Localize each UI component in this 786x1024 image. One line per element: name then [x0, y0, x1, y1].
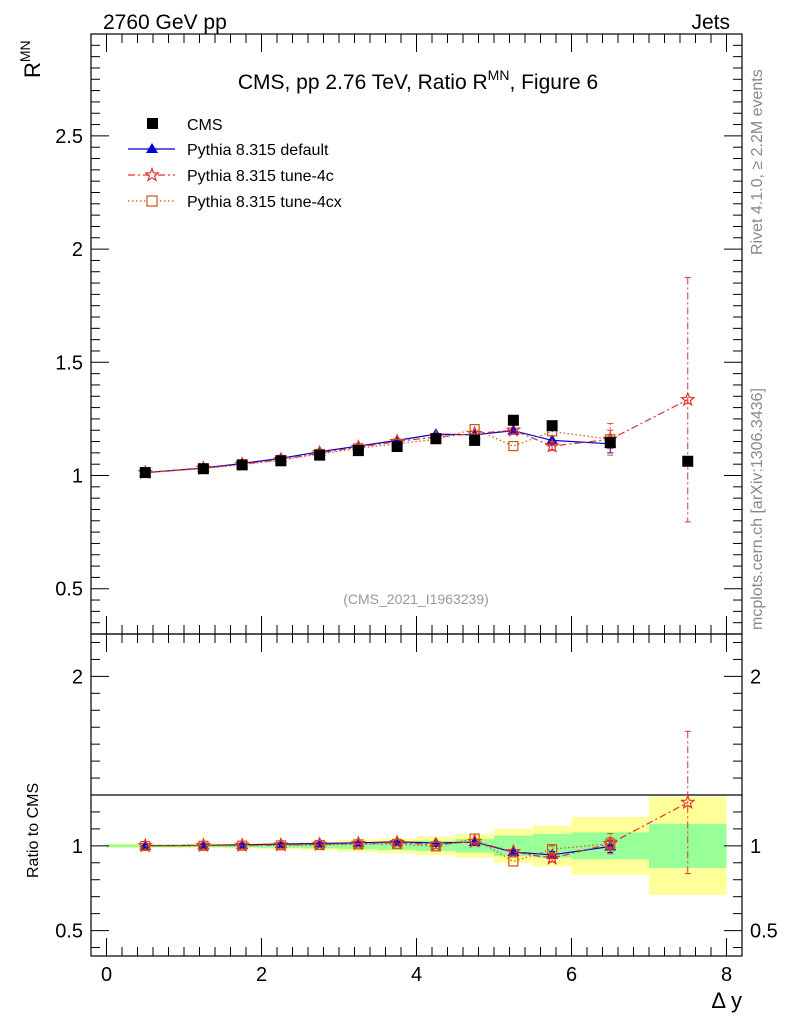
ratio-point-tune4cx: [353, 839, 364, 850]
ratio-y-tick-label-right: 0.5: [750, 921, 778, 943]
ratio-point-tune4c: [680, 794, 696, 810]
ratio-y-tick-label: 1: [72, 836, 83, 858]
main-y-tick-label: 0.5: [55, 579, 83, 601]
x-axis-label: Δ y: [711, 988, 742, 1013]
x-tick-label: 2: [256, 964, 267, 986]
ratio-line-tune4cx: [145, 837, 611, 863]
x-tick-labels: 0 2 4 6 8: [101, 964, 732, 986]
main-y-tick-label: 1.5: [55, 352, 83, 374]
main-point-cms: [507, 414, 519, 426]
main-point-tune4c: [544, 437, 560, 453]
source-label: mcplots.cern.ch [arXiv:1306.3436]: [749, 388, 766, 630]
legend-marker-tune4cx: [146, 195, 158, 207]
ratio-band-inner: [649, 823, 727, 868]
main-point-cms: [604, 437, 616, 449]
x-tick-label: 6: [566, 964, 577, 986]
x-tick-label: 0: [101, 964, 112, 986]
ratio-y-tick-labels: 0.5 0.5 1 1 2 2: [55, 666, 778, 942]
legend-label-cms: CMS: [187, 117, 223, 134]
ratio-point-tune4cx: [547, 844, 558, 855]
main-point-tune4c: [680, 391, 696, 407]
main-point-cms: [236, 459, 248, 471]
legend-entry-tune4c: Pythia 8.315 tune-4c: [128, 166, 334, 185]
main-title: CMS, pp 2.76 TeV, Ratio RMN, Figure 6: [238, 67, 598, 94]
main-panel: CMS, pp 2.76 TeV, Ratio RMN, Figure 6 (C…: [17, 33, 743, 635]
ratio-point-tune4cx: [140, 840, 151, 852]
ratio-point-tune4cx: [314, 839, 325, 851]
main-point-cms: [197, 463, 209, 475]
ratio-panel: 0.5 0.5 1 1 2 2 0 2 4 6 8 Ratio to CMS Δ y: [25, 633, 778, 1013]
legend: CMS Pythia 8.315 default Pythia 8.315 tu…: [128, 117, 342, 211]
main-point-cms: [391, 441, 403, 453]
main-point-cms: [430, 433, 442, 445]
legend-entry-default: Pythia 8.315 default: [128, 142, 329, 159]
ratio-y-tick-label: 0.5: [55, 921, 83, 943]
ratio-y-tick-label-right: 2: [750, 666, 761, 688]
ratio-data: [137, 730, 696, 875]
main-point-cms: [139, 467, 151, 479]
main-point-cms: [275, 455, 287, 467]
main-watermark: (CMS_2021_I1963239): [343, 591, 489, 607]
ratio-point-tune4c: [505, 843, 522, 859]
legend-entry-tune4cx: Pythia 8.315 tune-4cx: [128, 194, 342, 211]
main-point-cms: [546, 420, 558, 432]
ratio-point-tune4c: [544, 850, 560, 865]
energy-label: 2760 GeV pp: [103, 11, 227, 34]
rivet-label: Rivet 4.1.0, ≥ 2.2M events: [749, 69, 766, 255]
main-point-tune4cx: [469, 423, 480, 435]
main-y-tick-label: 2.5: [55, 126, 83, 148]
category-label: Jets: [691, 11, 730, 34]
ratio-point-tune4cx: [508, 856, 519, 867]
legend-label-tune4cx: Pythia 8.315 tune-4cx: [187, 194, 342, 211]
ratio-point-tune4cx: [469, 833, 480, 844]
legend-marker-cms: [147, 118, 158, 129]
main-y-tick-labels: 0.5 1 1.5 2 2.5: [55, 126, 83, 601]
ratio-y-tick-label-right: 1: [750, 836, 761, 858]
main-y-tick-label: 2: [72, 239, 83, 261]
ratio-frame: [90, 633, 743, 957]
legend-label-default: Pythia 8.315 default: [187, 142, 329, 159]
legend-marker-tune4c: [144, 166, 160, 182]
x-tick-label: 4: [411, 964, 422, 986]
main-point-tune4c: [505, 422, 522, 437]
ratio-y-axis-label: Ratio to CMS: [25, 783, 42, 878]
ratio-y-tick-label: 2: [72, 666, 83, 688]
main-point-cms: [314, 449, 326, 461]
ratio-point-tune4cx: [605, 838, 616, 849]
main-data: [137, 276, 696, 523]
main-point-cms: [352, 445, 364, 457]
ratio-point-tune4cx: [237, 840, 248, 851]
main-ticks: [91, 33, 742, 635]
main-point-tune4cx: [508, 440, 519, 452]
main-line-tune4c: [145, 399, 689, 474]
main-point-cms: [682, 455, 694, 467]
ratio-point-tune4cx: [198, 840, 209, 851]
main-line-default: [145, 430, 611, 474]
ratio-point-tune4cx: [430, 841, 441, 852]
x-tick-label: 8: [721, 964, 732, 986]
main-point-cms: [469, 434, 481, 446]
ratio-point-tune4cx: [392, 838, 403, 850]
main-y-axis-label: RMN: [17, 40, 45, 78]
legend-marker-default: [146, 143, 158, 153]
ratio-point-tune4cx: [275, 840, 286, 851]
main-y-tick-label: 1: [72, 466, 83, 488]
legend-label-tune4c: Pythia 8.315 tune-4c: [187, 168, 334, 185]
legend-entry-cms: CMS: [147, 117, 223, 134]
